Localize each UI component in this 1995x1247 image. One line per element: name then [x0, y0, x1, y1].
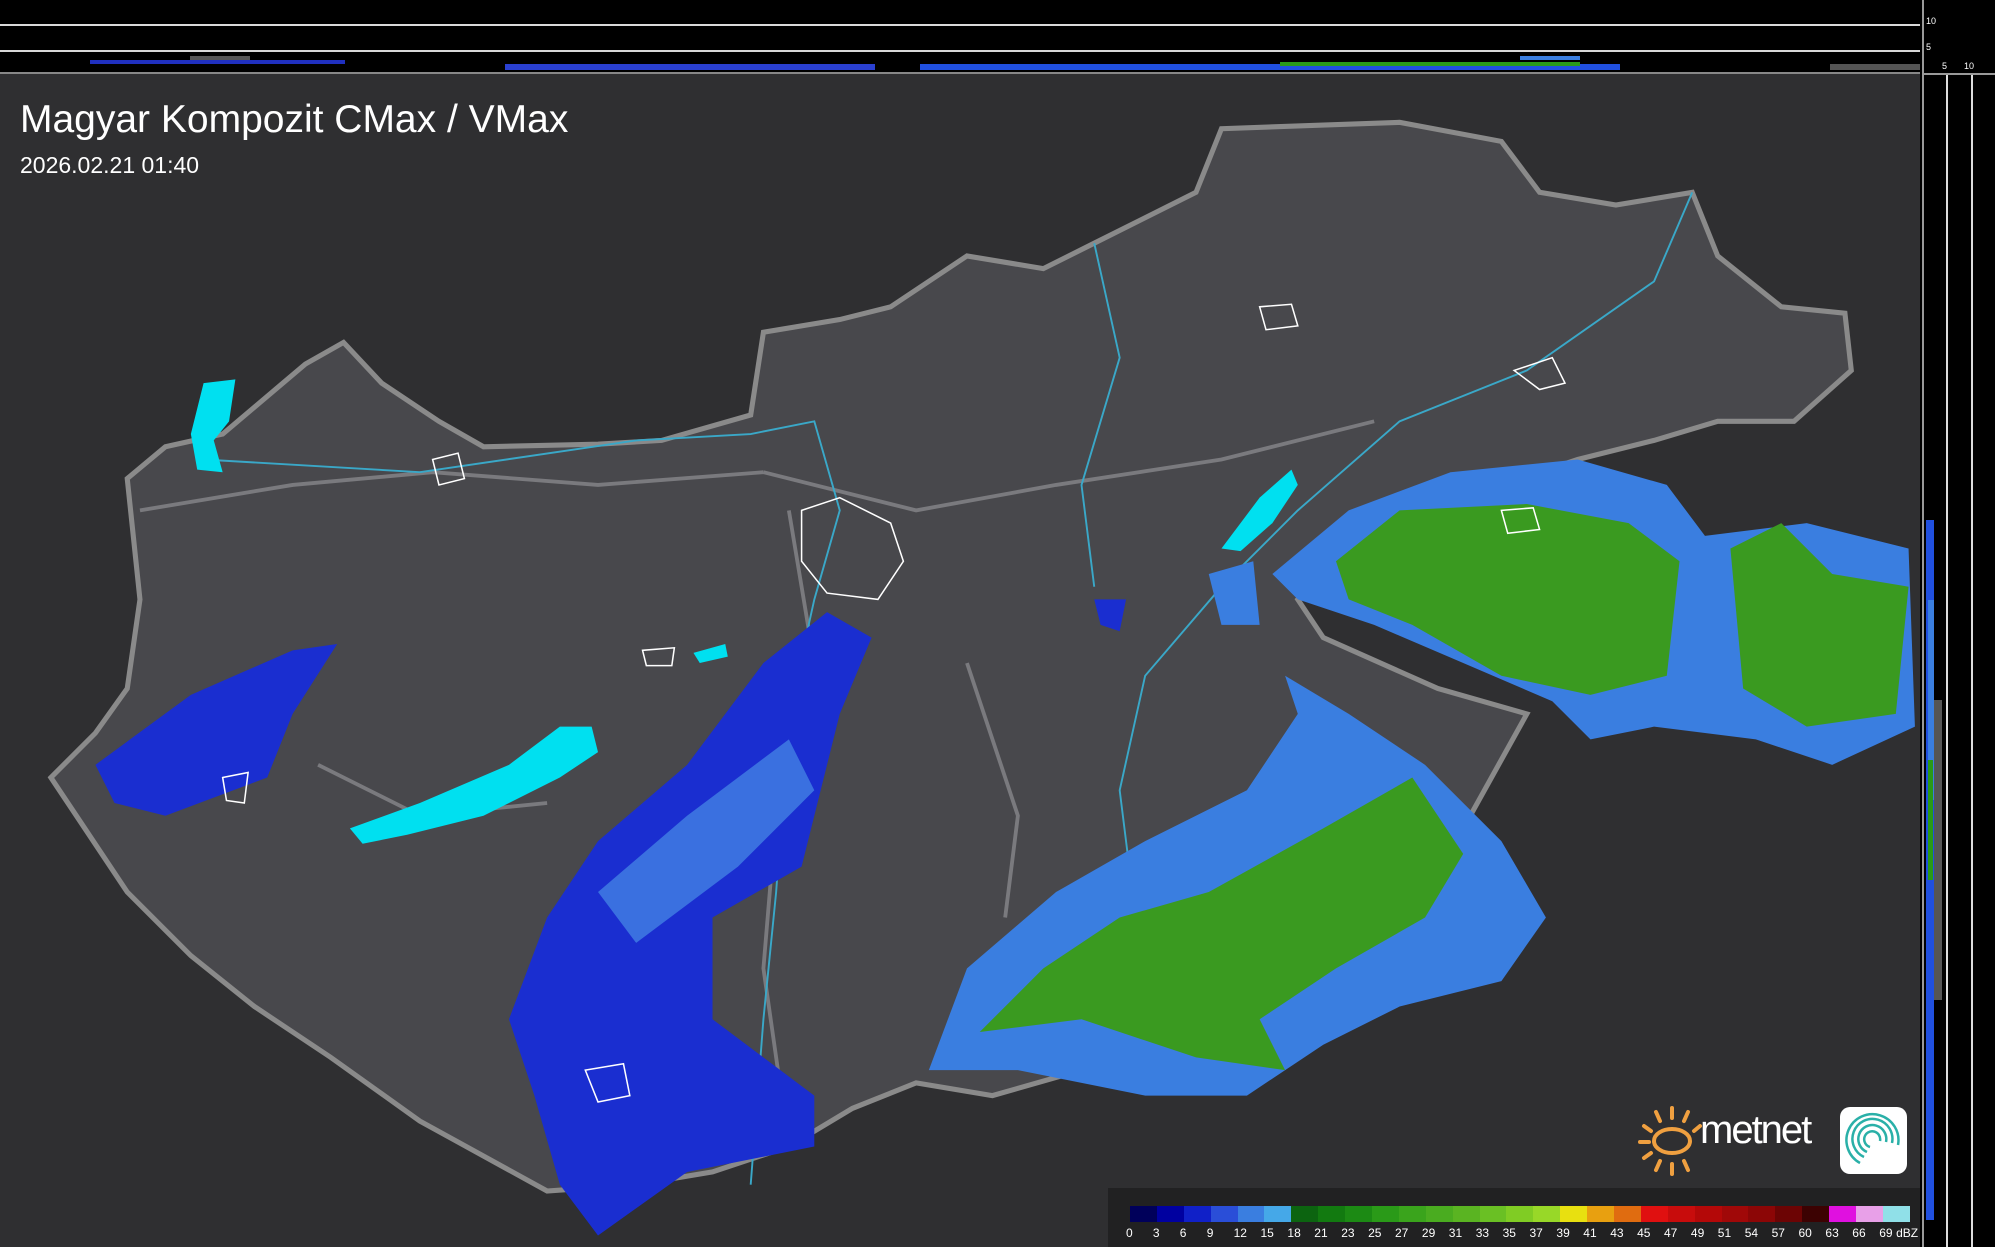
- top-profile-strip: [0, 0, 1920, 74]
- legend-swatch: [1345, 1206, 1373, 1222]
- legend-color-bar: [1130, 1206, 1910, 1222]
- legend-swatch: [1829, 1206, 1857, 1222]
- legend-swatch: [1318, 1206, 1346, 1222]
- legend-label: 15: [1260, 1226, 1274, 1240]
- legend-label: 49: [1690, 1226, 1705, 1240]
- legend-label: 45: [1637, 1226, 1651, 1240]
- right-profile-echoes: [1926, 520, 1942, 1220]
- legend-label: 31: [1448, 1226, 1463, 1240]
- map-canvas: [47, 119, 1915, 1236]
- sun-icon: [1638, 1106, 1702, 1176]
- legend-swatch: [1587, 1206, 1615, 1222]
- legend-label: 35: [1502, 1226, 1516, 1240]
- legend-label: 6: [1179, 1226, 1187, 1240]
- legend-swatch: [1372, 1206, 1399, 1222]
- legend-swatch: [1398, 1206, 1426, 1222]
- legend-label: 69: [1879, 1226, 1893, 1240]
- tick-label: 10: [1964, 61, 1975, 71]
- legend-label: 47: [1664, 1226, 1678, 1240]
- legend-label: 43: [1610, 1226, 1624, 1240]
- legend-swatch: [1694, 1206, 1722, 1222]
- legend-label: 57: [1771, 1226, 1785, 1240]
- legend-label: 39: [1556, 1226, 1570, 1240]
- strip-divider: [0, 72, 1920, 74]
- profile-gridline: [1946, 75, 1948, 1247]
- legend-label: 25: [1368, 1226, 1382, 1240]
- legend-swatch: [1479, 1206, 1507, 1222]
- legend-swatch: [1614, 1206, 1641, 1222]
- legend-swatch: [1802, 1206, 1830, 1222]
- legend-label: 29: [1421, 1226, 1436, 1240]
- tick-label: 5: [1942, 61, 1948, 71]
- legend-swatch: [1291, 1206, 1319, 1222]
- legend-swatch: [1640, 1206, 1668, 1222]
- city-outlines: [221, 303, 1567, 1103]
- legend-swatch: [1130, 1206, 1157, 1222]
- legend-label: 51: [1717, 1226, 1732, 1240]
- legend-swatch: [1506, 1206, 1534, 1222]
- legend-swatch: [1533, 1206, 1561, 1222]
- legend-swatch: [1721, 1206, 1749, 1222]
- map-timestamp: 2026.02.21 01:40: [20, 152, 200, 178]
- legend-swatch: [1882, 1206, 1910, 1222]
- legend-swatch: [1237, 1206, 1265, 1222]
- legend-swatch: [1425, 1206, 1453, 1222]
- legend-label: 23: [1341, 1226, 1355, 1240]
- lakes: [190, 379, 1298, 844]
- legend-label: 3: [1152, 1226, 1160, 1240]
- dbz-legend: 0 3 6 9 12 15 18 21 23 25 27 29 31 33 35 37 39 41 43 45 47 49…: [1108, 1188, 1920, 1247]
- legend-label: 21: [1314, 1226, 1328, 1240]
- legend-label: 60: [1798, 1226, 1812, 1240]
- legend-swatch: [1748, 1206, 1776, 1222]
- legend-swatch: [1452, 1206, 1480, 1222]
- precipitation-echoes: [95, 459, 1915, 1236]
- map-title: Magyar Kompozit CMax / VMax: [20, 98, 569, 141]
- legend-label: 37: [1529, 1226, 1543, 1240]
- legend-label: 41: [1583, 1226, 1597, 1240]
- legend-label: 63: [1825, 1226, 1839, 1240]
- legend-label: 27: [1395, 1226, 1409, 1240]
- top-profile-echoes: [90, 56, 1920, 70]
- legend-swatch: [1210, 1206, 1238, 1222]
- tick-label: 10: [1926, 16, 1937, 26]
- profile-gridline: [0, 24, 1920, 26]
- metnet-app-icon: [1840, 1107, 1907, 1174]
- logo-text: metnet: [1700, 1108, 1812, 1152]
- legend-label: 54: [1744, 1226, 1759, 1240]
- right-profile-strip: 10 5 5 10: [1922, 0, 1995, 1247]
- legend-swatch: [1856, 1206, 1883, 1222]
- legend-swatch: [1156, 1206, 1184, 1222]
- rivers: [203, 191, 1694, 1185]
- strip-divider: [1922, 0, 1924, 1247]
- legend-unit: dBZ: [1896, 1226, 1919, 1240]
- legend-swatch: [1775, 1206, 1803, 1222]
- legend-label: 12: [1233, 1226, 1247, 1240]
- legend-label: 9: [1206, 1226, 1214, 1240]
- legend-label: 66: [1852, 1226, 1866, 1240]
- profile-gridline: [0, 50, 1920, 52]
- legend-swatch: [1667, 1206, 1695, 1222]
- legend-label: 33: [1475, 1226, 1490, 1240]
- swirl-icon: [1845, 1112, 1900, 1165]
- legend-swatch: [1264, 1206, 1292, 1222]
- legend-label: 18: [1287, 1226, 1301, 1240]
- tick-label: 5: [1926, 42, 1932, 52]
- legend-swatch: [1183, 1206, 1211, 1222]
- legend-swatch: [1560, 1206, 1588, 1222]
- radar-map[interactable]: Magyar Kompozit CMax / VMax 2026.02.21 0…: [0, 74, 1920, 1247]
- metnet-logo: metnet: [1638, 1104, 1812, 1181]
- strip-divider: [1922, 73, 1995, 75]
- profile-gridline: [1971, 75, 1973, 1247]
- legend-label: 0: [1126, 1226, 1133, 1240]
